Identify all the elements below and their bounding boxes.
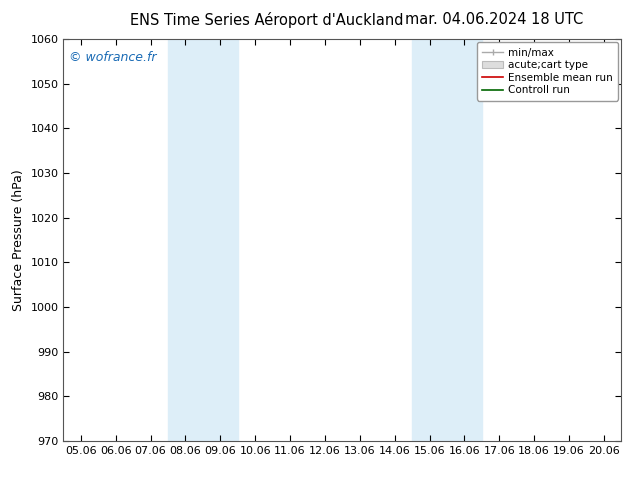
- Bar: [412, 39, 482, 441]
- Bar: [168, 39, 238, 441]
- Legend: min/max, acute;cart type, Ensemble mean run, Controll run: min/max, acute;cart type, Ensemble mean …: [477, 42, 618, 100]
- Text: ENS Time Series Aéroport d'Auckland: ENS Time Series Aéroport d'Auckland: [129, 12, 403, 28]
- Text: © wofrance.fr: © wofrance.fr: [69, 51, 157, 64]
- Y-axis label: Surface Pressure (hPa): Surface Pressure (hPa): [12, 169, 25, 311]
- Text: mar. 04.06.2024 18 UTC: mar. 04.06.2024 18 UTC: [405, 12, 584, 27]
